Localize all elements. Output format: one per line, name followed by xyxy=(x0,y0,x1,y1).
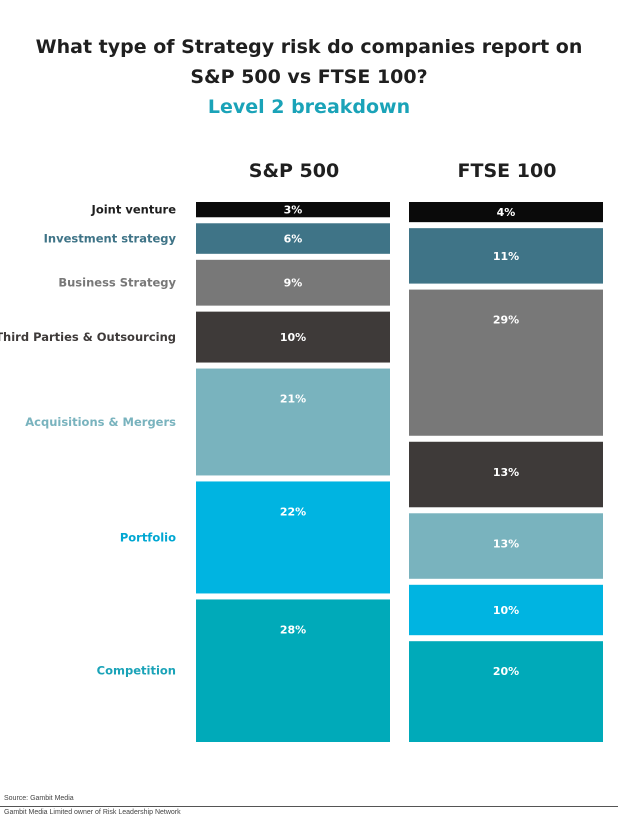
chart-subtitle: Level 2 breakdown xyxy=(207,96,411,118)
series-label-4: Acquisitions & Mergers xyxy=(25,415,176,429)
series-label-2: Business Strategy xyxy=(58,276,176,290)
data-label-sp500-0: 3% xyxy=(284,204,303,217)
bar-segment-sp500-6 xyxy=(196,599,390,742)
bar-segment-sp500-5 xyxy=(196,481,390,594)
series-label-1: Investment strategy xyxy=(44,232,177,246)
column-header-ftse100: FTSE 100 xyxy=(457,160,557,182)
bar-segment-sp500-1 xyxy=(196,223,390,254)
bar-segment-sp500-0 xyxy=(196,202,390,218)
bar-segment-ftse100-3 xyxy=(409,441,603,508)
chart-title-line-2: S&P 500 vs FTSE 100? xyxy=(190,66,428,88)
bar-segment-ftse100-1 xyxy=(409,228,603,284)
owner-note: Gambit Media Limited owner of Risk Leade… xyxy=(4,809,181,816)
bar-segment-ftse100-4 xyxy=(409,513,603,579)
bar-segment-ftse100-2 xyxy=(409,289,603,436)
stacked-bar-chart: 3% 6% 9% 10% 21% 22% 28% 4% 11% 29% 13% 13% 10% 20% Jo… xyxy=(0,202,603,742)
source-note: Source: Gambit Media xyxy=(4,795,74,802)
data-label-ftse100-0: 4% xyxy=(497,206,516,219)
series-label-5: Portfolio xyxy=(120,530,176,544)
data-label-sp500-6: 28% xyxy=(280,623,306,636)
data-label-sp500-3: 10% xyxy=(280,331,306,344)
data-label-ftse100-5: 10% xyxy=(493,604,519,617)
bar-segment-ftse100-0 xyxy=(409,202,603,223)
column-header-sp500: S&P 500 xyxy=(248,160,340,182)
data-label-sp500-5: 22% xyxy=(280,505,306,518)
series-label-0: Joint venture xyxy=(91,203,177,217)
chart-title-line-1: What type of Strategy risk do companies … xyxy=(35,36,583,58)
bar-segment-sp500-2 xyxy=(196,259,390,306)
bar-segment-ftse100-6 xyxy=(409,641,603,742)
bar-segment-sp500-4 xyxy=(196,368,390,476)
bar-segment-sp500-3 xyxy=(196,311,390,363)
series-label-6: Competition xyxy=(97,664,176,678)
data-label-ftse100-1: 11% xyxy=(493,250,519,263)
data-label-ftse100-3: 13% xyxy=(493,466,519,479)
series-label-3: Third Parties & Outsourcing xyxy=(0,330,176,344)
footer-divider xyxy=(0,806,618,807)
data-label-sp500-1: 6% xyxy=(284,233,303,246)
data-label-sp500-4: 21% xyxy=(280,393,306,406)
data-label-ftse100-6: 20% xyxy=(493,665,519,678)
data-label-sp500-2: 9% xyxy=(284,277,303,290)
data-label-ftse100-4: 13% xyxy=(493,537,519,550)
bar-segment-ftse100-5 xyxy=(409,584,603,636)
data-label-ftse100-2: 29% xyxy=(493,314,519,327)
